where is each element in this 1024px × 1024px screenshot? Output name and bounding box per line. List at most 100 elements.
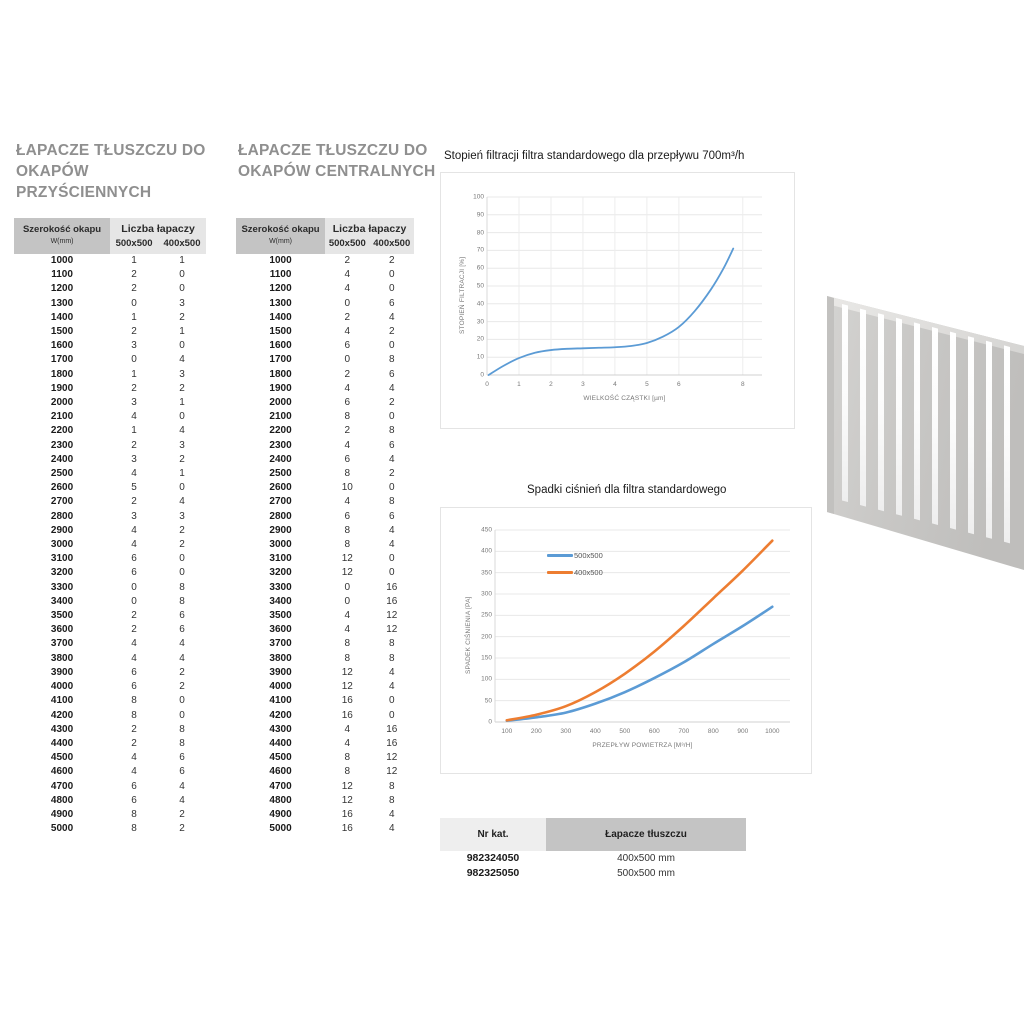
cell-count-400x500: 4 — [388, 808, 395, 820]
table-row: 3900 6 2 — [14, 666, 206, 680]
cell-count-500x500: 8 — [344, 752, 351, 764]
pressure-drop-chart-plot-area: 0 50 100 150 200 250 300 350 400 450 100 200 300 400 5… — [465, 527, 790, 749]
cell-hood-width: 2300 — [50, 439, 74, 451]
cell-count-400x500: 0 — [179, 269, 185, 281]
cell-hood-width: 4100 — [269, 695, 292, 707]
table-row: 3300 0 16 — [236, 581, 414, 595]
cell-count-400x500: 8 — [388, 780, 395, 792]
cell-hood-width: 1700 — [269, 354, 292, 366]
cell-count-400x500: 6 — [179, 766, 185, 778]
cell-count-400x500: 0 — [388, 695, 395, 707]
cell-count-500x500: 6 — [344, 397, 351, 409]
cell-hood-width: 2800 — [50, 510, 74, 522]
cell-count-400x500: 12 — [386, 610, 398, 622]
cell-count-400x500: 6 — [179, 610, 185, 622]
cell-count-500x500: 4 — [344, 326, 351, 338]
header-size-500x500: 500x500 — [110, 236, 159, 254]
cell-count-500x500: 4 — [344, 610, 351, 622]
header-size-400x500: 400x500 — [369, 236, 414, 254]
table-row: 1400 1 2 — [14, 311, 206, 325]
catalog-table-body: 982324050 400x500 mm 982325050 500x500 mm — [440, 851, 746, 881]
cell-count-400x500: 1 — [179, 397, 185, 409]
x-axis-tick-label: 800 — [707, 728, 719, 735]
header-hood-width-label: Szerokość okapu — [22, 224, 102, 235]
cell-count-500x500: 8 — [131, 709, 137, 721]
cell-hood-width: 4700 — [269, 780, 292, 792]
cell-count-400x500: 0 — [388, 482, 395, 494]
cell-hood-width: 3500 — [50, 610, 74, 622]
cell-count-500x500: 4 — [344, 624, 351, 636]
cell-count-500x500: 0 — [131, 297, 137, 309]
cell-count-400x500: 2 — [388, 468, 395, 480]
cell-count-500x500: 8 — [344, 766, 351, 778]
x-axis-tick-label: 1000 — [765, 728, 780, 735]
table-row: 4400 4 16 — [236, 737, 414, 751]
cell-count-500x500: 0 — [344, 595, 351, 607]
cell-hood-width: 1000 — [50, 255, 74, 266]
cell-count-400x500: 4 — [179, 425, 185, 437]
cell-count-500x500: 8 — [344, 638, 351, 650]
chart-series-line — [487, 247, 735, 376]
cell-hood-width: 2600 — [269, 482, 292, 494]
header-hood-width-label: Szerokość okapu — [241, 224, 320, 235]
chart-canvas — [486, 196, 762, 376]
cell-count-400x500: 2 — [179, 823, 185, 835]
table-row: 2600 10 0 — [236, 481, 414, 495]
cell-count-400x500: 3 — [179, 368, 185, 380]
x-axis-tick-label: 400 — [589, 728, 601, 735]
y-axis-tick-label: 50 — [476, 282, 484, 290]
cell-count-500x500: 4 — [344, 283, 351, 295]
cell-hood-width: 1200 — [269, 283, 292, 295]
cell-count-500x500: 6 — [131, 553, 137, 565]
y-axis-tick-label: 450 — [481, 526, 492, 534]
table-header: Szerokość okapu W(mm) Liczba łapaczy 500… — [236, 218, 414, 254]
x-axis-title: PRZEPŁYW POWIETRZA [M³/H] — [592, 742, 693, 749]
table-row: 3400 0 16 — [236, 595, 414, 609]
cell-count-400x500: 16 — [386, 581, 398, 593]
y-axis-tick-label: 300 — [481, 590, 492, 598]
cell-hood-width: 2600 — [50, 482, 74, 494]
table-row: 2400 3 2 — [14, 453, 206, 467]
cell-count-400x500: 0 — [179, 482, 185, 494]
central-hoods-spec-table: Szerokość okapu W(mm) Liczba łapaczy 500… — [236, 218, 414, 836]
cell-hood-width: 3900 — [50, 666, 74, 678]
legend-color-swatch — [547, 571, 573, 575]
cell-count-500x500: 8 — [344, 411, 351, 423]
table-row: 2300 4 6 — [236, 439, 414, 453]
cell-count-400x500: 16 — [386, 595, 398, 607]
x-axis-tick-label: 500 — [619, 728, 631, 735]
table-row: 4100 16 0 — [236, 694, 414, 708]
cell-count-400x500: 4 — [179, 354, 185, 366]
table-row: 5000 8 2 — [14, 822, 206, 836]
cell-hood-width: 2400 — [269, 453, 292, 465]
table-row: 4000 12 4 — [236, 680, 414, 694]
table-row: 3100 12 0 — [236, 552, 414, 566]
y-axis-tick-label: 60 — [476, 264, 484, 272]
table-row: 4800 6 4 — [14, 794, 206, 808]
cell-count-500x500: 6 — [131, 567, 137, 579]
cell-count-500x500: 8 — [344, 539, 351, 551]
x-axis-tick-label: 8 — [741, 381, 745, 388]
legend-label: 500x500 — [574, 551, 603, 561]
cell-count-500x500: 16 — [341, 823, 353, 835]
header-size-500x500: 500x500 — [325, 236, 370, 254]
catalog-row: 982324050 400x500 mm — [440, 851, 746, 866]
header-filter-count: Liczba łapaczy — [325, 218, 414, 236]
cell-hood-width: 4100 — [50, 695, 74, 707]
cell-count-400x500: 0 — [179, 695, 185, 707]
cell-hood-width: 3500 — [269, 610, 292, 622]
cell-hood-width: 1100 — [51, 269, 73, 281]
cell-hood-width: 3000 — [50, 539, 74, 551]
cell-count-500x500: 3 — [131, 453, 137, 465]
y-axis-title: STOPIEŃ FILTRACJI [%] — [459, 256, 466, 334]
cell-hood-width: 2300 — [269, 439, 292, 451]
cell-product-size: 400x500 mm — [617, 853, 675, 864]
cell-count-400x500: 2 — [179, 382, 185, 394]
cell-hood-width: 2700 — [50, 496, 74, 508]
cell-count-500x500: 2 — [344, 425, 351, 437]
cell-hood-width: 4200 — [269, 709, 292, 721]
cell-hood-width: 2100 — [50, 411, 74, 423]
cell-hood-width: 4000 — [269, 681, 292, 693]
cell-count-500x500: 4 — [131, 539, 137, 551]
cell-count-400x500: 8 — [388, 652, 395, 664]
